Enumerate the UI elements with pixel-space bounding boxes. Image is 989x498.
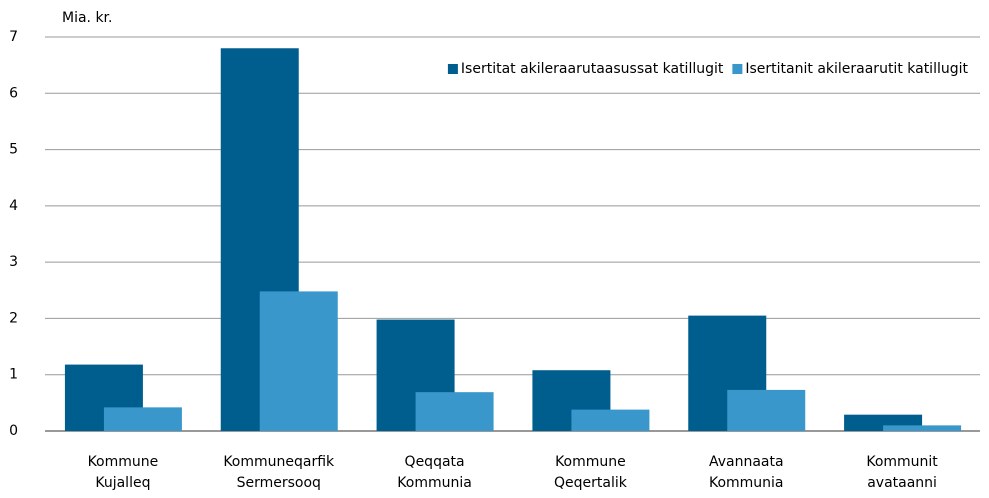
legend-label: Isertitanit akileraarutit katillugit	[745, 61, 968, 77]
y-tick-label: 5	[9, 142, 18, 158]
legend-label: Isertitat akileraarutaasussat katillugit	[461, 61, 724, 77]
x-tick-label: Kommune Kujalleq	[88, 454, 159, 491]
bar	[103, 407, 182, 431]
y-tick-label: 6	[9, 85, 18, 101]
x-tick-label: Kommune Qeqertalik	[554, 454, 628, 491]
bar	[727, 389, 806, 431]
x-tick-label-line: Qeqertalik	[554, 475, 628, 491]
y-axis-label: Mia. kr.	[62, 10, 112, 26]
legend-swatch	[732, 64, 743, 74]
x-tick-label-line: Kujalleq	[95, 475, 150, 491]
y-tick-label: 3	[9, 254, 18, 270]
x-tick-label-line: Kommune	[88, 454, 159, 470]
x-tick-label: Qeqqata Kommunia	[397, 454, 472, 491]
y-tick-label: 0	[9, 423, 18, 439]
x-tick-label-line: Sermersooq	[237, 475, 321, 491]
bar	[571, 409, 650, 431]
y-tick-label: 4	[9, 198, 18, 214]
x-tick-label-line: Kommune	[555, 454, 626, 470]
y-tick-label: 1	[9, 367, 18, 383]
x-tick-label-line: Kommunia	[397, 475, 472, 491]
x-tick-label-line: Kommunia	[709, 475, 784, 491]
x-tick-label: Avannaata Kommunia	[709, 454, 784, 491]
y-tick-label: 7	[9, 29, 18, 45]
bar	[259, 291, 338, 431]
bar	[883, 425, 962, 431]
x-tick-label: Kommuneqarfik Sermersooq	[223, 454, 335, 491]
x-tick-label-line: Kommuneqarfik	[223, 454, 335, 470]
legend-swatch	[447, 64, 458, 74]
x-tick-label-line: Qeqqata	[405, 454, 465, 470]
x-tick-label-line: avataanni	[867, 475, 937, 491]
x-tick-label-line: Kommunit	[866, 454, 938, 470]
x-tick-label-line: Avannaata	[709, 454, 784, 470]
y-tick-label: 2	[9, 310, 18, 326]
x-tick-label: Kommunit avataanni	[866, 454, 938, 491]
bar	[415, 392, 494, 431]
